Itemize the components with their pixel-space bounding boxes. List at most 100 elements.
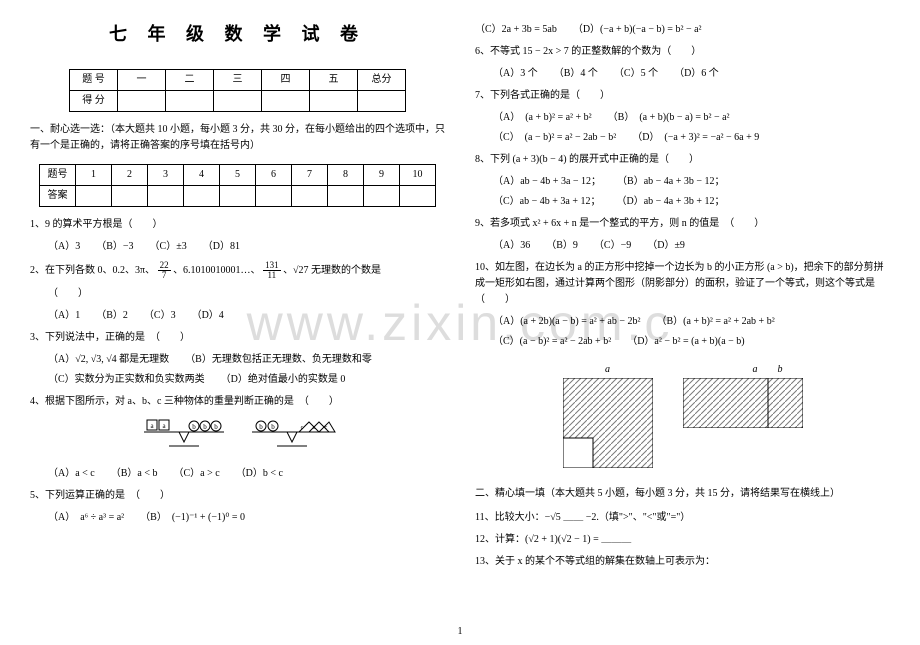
score-cell: [166, 90, 214, 111]
score-cell: 总分: [358, 69, 406, 90]
exam-title: 七 年 级 数 学 试 卷: [30, 20, 445, 49]
ans-cell: [400, 185, 436, 206]
q3-opt: （B）无理数包括正无理数、负无理数和零: [185, 352, 372, 368]
score-cell: 五: [310, 69, 358, 90]
ans-cell: 10: [400, 164, 436, 185]
balance-icon: b b c c c: [247, 418, 337, 458]
q2-opt: （D）4: [192, 308, 224, 324]
q4-options: （A）a < c （B）a < b （C）a > c （D）b < c: [48, 466, 445, 482]
q1-options: （A）3 （B）−3 （C）±3 （D）81: [48, 239, 445, 255]
q6-opt: （D）6 个: [674, 66, 719, 82]
ans-cell: 5: [220, 164, 256, 185]
balance-figures: a a b b b b b c c c: [30, 418, 445, 458]
balance-icon: a a b b b: [139, 418, 229, 458]
score-cell: [262, 90, 310, 111]
q4-opt: （A）a < c: [48, 466, 95, 482]
q6-opt: （B）4 个: [554, 66, 598, 82]
q8-opt: （C）ab − 4b + 3a + 12；: [493, 194, 600, 210]
page-number: 1: [458, 626, 463, 637]
q7: 7、下列各式正确的是（ ）: [475, 88, 890, 104]
ans-cell: 题号: [40, 164, 76, 185]
ans-cell: 8: [328, 164, 364, 185]
q2-options: （A）1 （B）2 （C）3 （D）4: [48, 308, 445, 324]
q2-text: 、√27 无理数的个数是: [283, 265, 381, 276]
q1-opt: （B）−3: [96, 239, 133, 255]
svg-text:a: a: [162, 422, 166, 430]
q4-opt: （D）b < c: [236, 466, 283, 482]
q10-opt: （B）(a + b)² = a² + 2ab + b²: [657, 314, 775, 330]
q1: 1、9 的算术平方根是（ ）: [30, 217, 445, 233]
ans-cell: 2: [112, 164, 148, 185]
left-column: 七 年 级 数 学 试 卷 题 号 一 二 三 四 五 总分 得 分 一、耐心选…: [30, 20, 445, 576]
q9-opt: （B）9: [546, 238, 578, 254]
q9-options: （A）36 （B）9 （C）−9 （D）±9: [493, 238, 890, 254]
ans-cell: 6: [256, 164, 292, 185]
square-a-icon: [563, 378, 653, 468]
q9: 9、若多项式 x² + 6x + n 是一个整式的平方，则 n 的值是 （ ）: [475, 216, 890, 232]
q5: 5、下列运算正确的是 （ ）: [30, 488, 445, 504]
svg-text:b: b: [203, 423, 207, 431]
q8: 8、下列 (a + 3)(b − 4) 的展开式中正确的是（ ）: [475, 152, 890, 168]
score-cell: 三: [214, 69, 262, 90]
label-b: b: [778, 364, 783, 375]
score-cell: 二: [166, 69, 214, 90]
svg-text:a: a: [150, 422, 154, 430]
ans-cell: 3: [148, 164, 184, 185]
q12: 12、计算：(√2 + 1)(√2 − 1) = ＿＿＿: [475, 532, 890, 548]
svg-text:b: b: [259, 423, 263, 431]
q2-opt: （A）1: [48, 308, 80, 324]
q5-opt: （A） a⁶ ÷ a³ = a²: [48, 510, 124, 526]
q9-opt: （C）−9: [594, 238, 631, 254]
section2-heading: 二、精心填一填（本大题共 5 小题，每小题 3 分，共 15 分，请将结果写在横…: [475, 486, 890, 502]
q5-options: （C）2a + 3b = 5ab （D）(−a + b)(−a − b) = b…: [475, 22, 890, 38]
right-column: （C）2a + 3b = 5ab （D）(−a + b)(−a − b) = b…: [475, 20, 890, 576]
page: 七 年 级 数 学 试 卷 题 号 一 二 三 四 五 总分 得 分 一、耐心选…: [0, 0, 920, 596]
q2: 2、在下列各数 0、0.2、3π、 227 、6.1010010001…、 13…: [30, 261, 445, 280]
q6-opt: （A）3 个: [493, 66, 538, 82]
figure-right: a b: [683, 362, 803, 474]
q5-opt: （D）(−a + b)(−a − b) = b² − a²: [573, 22, 702, 38]
score-cell: [310, 90, 358, 111]
q8-opt: （B）ab − 4a + 3b − 12；: [617, 174, 724, 190]
q1-opt: （C）±3: [150, 239, 187, 255]
q10-opt: （C）(a − b)² = a² − 2ab + b²: [493, 334, 611, 350]
score-cell: [118, 90, 166, 111]
q7-options: （C） (a − b)² = a² − 2ab − b² （D） (−a + 3…: [493, 130, 890, 146]
q8-options: （C）ab − 4b + 3a + 12； （D）ab − 4a + 3b + …: [493, 194, 890, 210]
ans-cell: [184, 185, 220, 206]
q13: 13、关于 x 的某个不等式组的解集在数轴上可表示为：: [475, 554, 890, 570]
q10: 10、如左图，在边长为 a 的正方形中挖掉一个边长为 b 的小正方形 (a > …: [475, 260, 890, 308]
svg-text:c: c: [300, 425, 303, 431]
fraction-icon: 13111: [263, 261, 281, 280]
figure-left: a: [563, 362, 653, 474]
q2-opt: （B）2: [96, 308, 128, 324]
svg-text:b: b: [192, 423, 196, 431]
q9-opt: （A）36: [493, 238, 530, 254]
score-cell: 四: [262, 69, 310, 90]
ans-cell: [292, 185, 328, 206]
q2-opt: （C）3: [144, 308, 176, 324]
score-cell: 题 号: [70, 69, 118, 90]
q6: 6、不等式 15 − 2x > 7 的正整数解的个数为（ ）: [475, 44, 890, 60]
svg-text:c: c: [324, 425, 327, 431]
q3-opt: （C）实数分为正实数和负实数两类: [48, 372, 205, 388]
score-cell: 得 分: [70, 90, 118, 111]
q2-text: 、6.1010010001…、: [173, 265, 261, 276]
section1-heading: 一、耐心选一选：（本大题共 10 小题，每小题 3 分，共 30 分，在每小题给…: [30, 122, 445, 154]
q10-opt: （A）(a + 2b)(a − b) = a² + ab − 2b²: [493, 314, 641, 330]
q7-opt: （D） (−a + 3)² = −a² − 6a + 9: [632, 130, 759, 146]
q7-opt: （A） (a + b)² = a² + b²: [493, 110, 592, 126]
score-table: 题 号 一 二 三 四 五 总分 得 分: [69, 69, 406, 112]
svg-text:b: b: [271, 423, 275, 431]
answer-table: 题号 1 2 3 4 5 6 7 8 9 10 答案: [39, 164, 436, 207]
ans-cell: [220, 185, 256, 206]
label-a: a: [753, 364, 758, 375]
score-cell: 一: [118, 69, 166, 90]
ans-cell: 4: [184, 164, 220, 185]
rect-b-icon: [683, 378, 803, 428]
q4: 4、根据下图所示，对 a、b、c 三种物体的重量判断正确的是 （ ）: [30, 394, 445, 410]
q6-options: （A）3 个 （B）4 个 （C）5 个 （D）6 个: [493, 66, 890, 82]
q10-opt: （D）a² − b² = (a + b)(a − b): [627, 334, 744, 350]
q10-options: （C）(a − b)² = a² − 2ab + b² （D）a² − b² =…: [493, 334, 890, 350]
ans-cell: 7: [292, 164, 328, 185]
